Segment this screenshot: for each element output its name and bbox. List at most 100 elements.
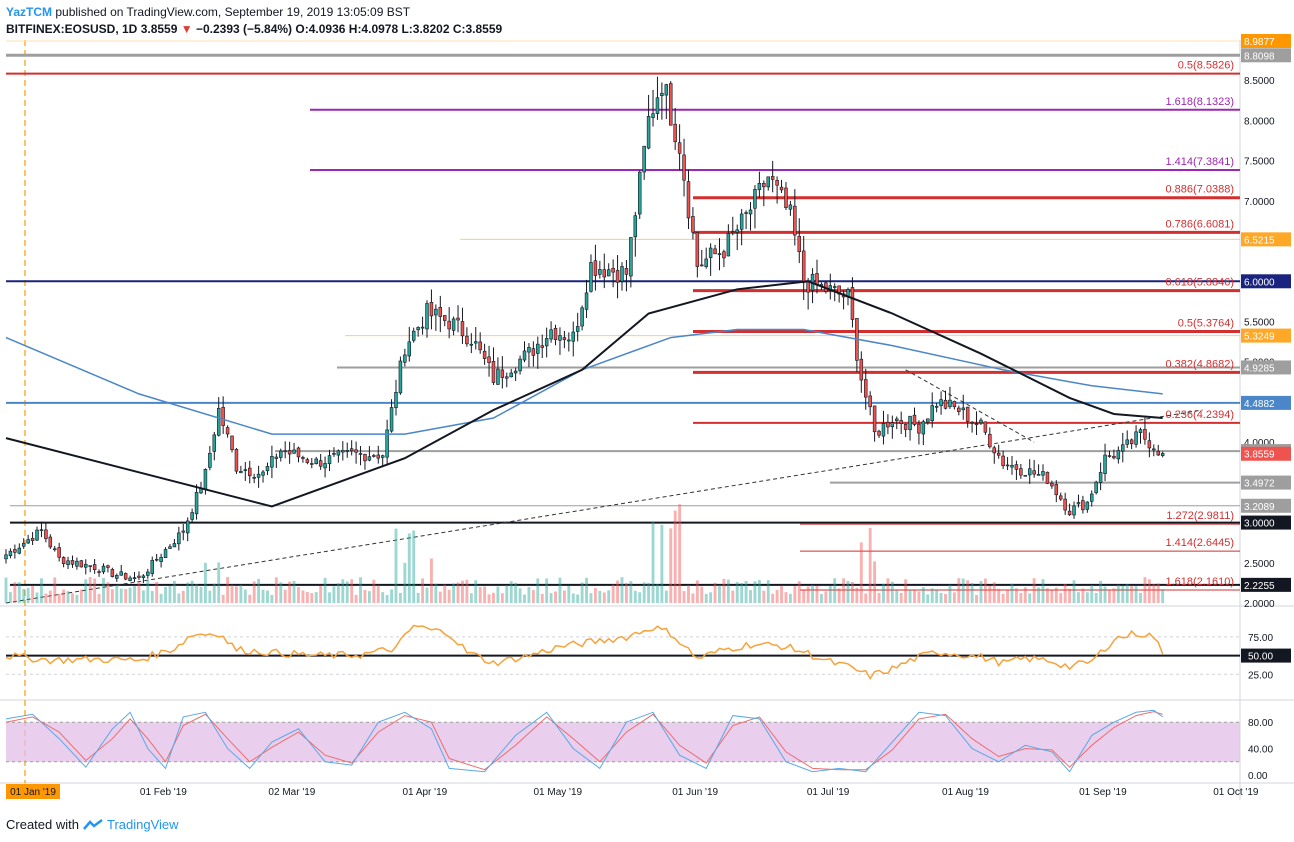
candle <box>988 433 992 448</box>
candle <box>788 204 793 210</box>
price-tag-label: 6.0000 <box>1244 277 1275 288</box>
candle <box>695 232 700 267</box>
candle <box>651 113 655 118</box>
volume-bar <box>230 584 234 603</box>
volume-bar <box>416 592 420 603</box>
volume-bar <box>208 590 212 603</box>
fib-level-label: 1.272(2.9811) <box>1166 510 1234 522</box>
candle <box>722 251 726 259</box>
candle <box>1005 464 1010 467</box>
candle <box>296 447 301 458</box>
volume-bar <box>819 594 823 603</box>
candle <box>757 183 762 191</box>
candle <box>1103 454 1107 474</box>
time-axis-tick: 02 Mar '19 <box>268 787 315 798</box>
volume-bar <box>904 579 908 603</box>
candle <box>101 565 106 573</box>
volume-bar <box>1023 587 1027 603</box>
volume-bar <box>1121 585 1125 603</box>
candle <box>398 360 403 394</box>
volume-bar <box>997 588 1001 603</box>
candle <box>469 343 474 346</box>
candle <box>908 415 912 431</box>
volume-bar <box>372 579 376 603</box>
candle <box>221 407 225 426</box>
time-axis-highlight <box>6 784 60 799</box>
time-axis-tick: 01 May '19 <box>533 787 582 798</box>
volume-bar <box>421 578 425 603</box>
volume-bar <box>22 588 26 603</box>
chart-publisher-line: YazTCM published on TradingView.com, Sep… <box>6 4 410 20</box>
volume-bar <box>181 590 185 603</box>
rsi-axis-label: 25.00 <box>1248 670 1273 681</box>
volume-bar <box>921 587 925 603</box>
volume-bar <box>106 582 110 603</box>
candle <box>815 273 819 286</box>
volume-bar <box>1108 590 1111 603</box>
fib-level-label: 1.618(8.1323) <box>1166 96 1235 108</box>
candle <box>394 392 398 409</box>
candle <box>992 447 996 454</box>
volume-bar <box>447 589 451 603</box>
candle <box>1160 453 1165 456</box>
candle <box>53 548 57 551</box>
volume-bar <box>438 591 442 603</box>
candle <box>1156 450 1160 456</box>
candle <box>797 235 802 253</box>
candle <box>17 547 22 554</box>
volume-bar <box>456 582 460 603</box>
volume-bar <box>961 578 965 603</box>
author-link[interactable]: YazTCM <box>6 5 53 19</box>
candle <box>505 376 509 379</box>
volume-bar <box>407 533 411 603</box>
candle <box>496 368 500 385</box>
fib-level-label: 1.414(2.6445) <box>1166 537 1235 549</box>
candle <box>1116 450 1121 460</box>
candle <box>575 326 580 332</box>
candle <box>230 435 234 451</box>
candle <box>513 370 518 374</box>
candle <box>190 512 194 520</box>
tradingview-brand[interactable]: TradingView <box>106 817 179 832</box>
candle <box>584 292 589 310</box>
candle <box>518 358 522 372</box>
volume-bar <box>1081 588 1085 603</box>
volume-bar <box>709 592 713 603</box>
volume-bar <box>394 528 398 603</box>
candle <box>912 414 917 425</box>
volume-bar <box>159 593 163 603</box>
volume-bar <box>1125 584 1129 603</box>
candle <box>150 560 154 574</box>
volume-bar <box>793 585 797 603</box>
volume-bar <box>1041 579 1045 603</box>
down-arrow-icon: ▼ <box>180 22 193 36</box>
candle <box>57 547 61 558</box>
volume-bar <box>469 593 473 603</box>
price-tag <box>1241 475 1291 490</box>
volume-bar <box>691 593 695 603</box>
volume-bar <box>1028 593 1032 603</box>
candle <box>642 145 646 173</box>
candle <box>358 453 363 455</box>
candle <box>917 423 921 434</box>
price-axis-tick: 7.0000 <box>1244 197 1275 208</box>
candle <box>1076 502 1081 505</box>
candle <box>881 423 886 437</box>
volume-bar <box>620 577 624 603</box>
volume-bar <box>944 593 947 603</box>
candle <box>983 421 988 433</box>
candle <box>21 542 26 547</box>
candle <box>598 269 602 275</box>
candle <box>544 338 549 347</box>
volume-bar <box>1063 583 1067 603</box>
moving-average-blue <box>5 328 1163 435</box>
volume-bar <box>930 588 934 603</box>
candle <box>487 356 491 363</box>
volume-bar <box>762 590 766 603</box>
price-axis-tick: 8.5000 <box>1244 76 1275 87</box>
candle <box>691 216 695 233</box>
volume-bar <box>664 590 668 603</box>
stoch-d-line <box>5 711 1163 771</box>
candle <box>1121 444 1125 452</box>
